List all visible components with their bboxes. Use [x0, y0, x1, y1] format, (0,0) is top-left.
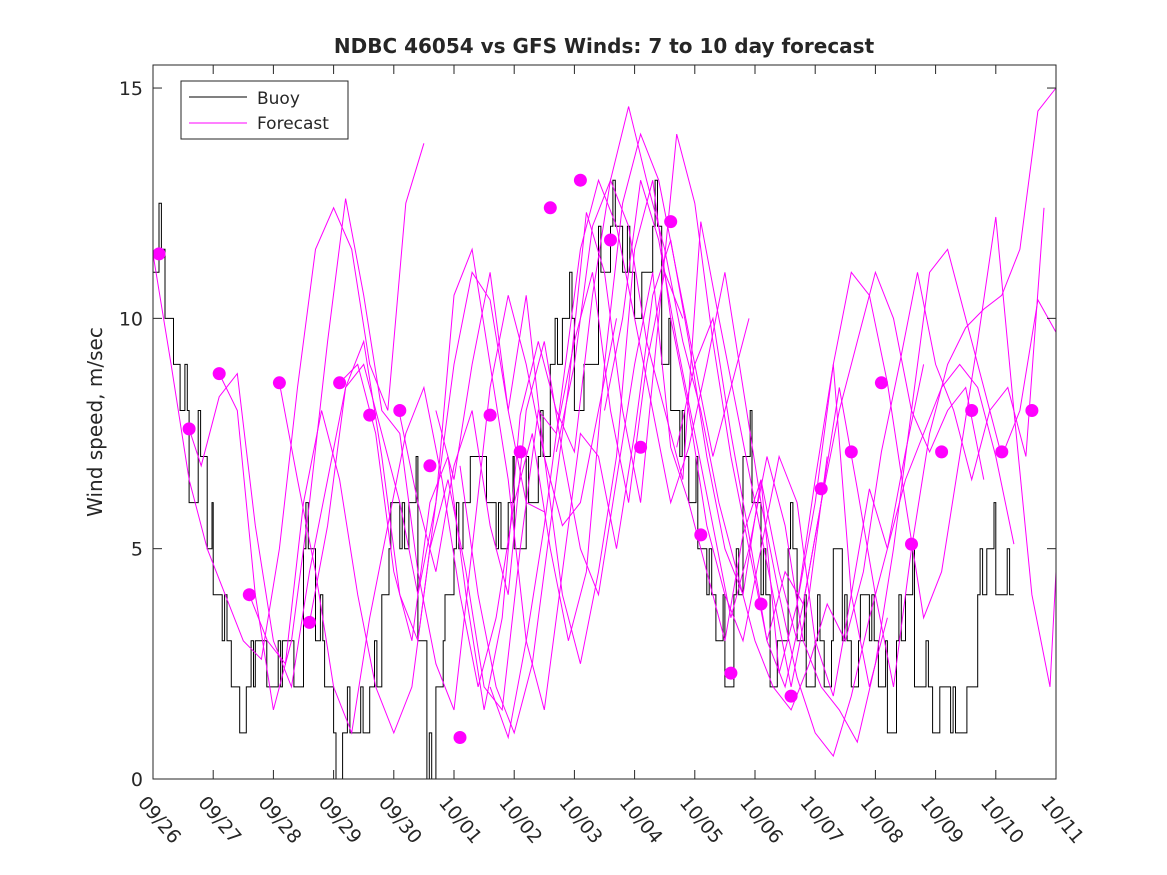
forecast-line-1 [152, 143, 425, 661]
y-tick-label: 5 [131, 539, 143, 561]
forecast-line-13 [604, 180, 1057, 744]
forecast-line-12 [555, 106, 1045, 711]
forecast-marker [694, 528, 708, 542]
legend-forecast-label: Forecast [257, 114, 329, 134]
forecast-marker [393, 404, 407, 417]
axes-box [153, 65, 1056, 779]
forecast-marker [604, 233, 617, 247]
forecast-markers [152, 173, 1039, 744]
forecast-marker [664, 215, 678, 229]
x-tick-label: 10/07 [795, 792, 847, 848]
legend-box [180, 80, 349, 140]
forecast-marker [242, 588, 256, 602]
forecast-marker [303, 615, 316, 629]
forecast-marker [634, 440, 648, 454]
x-tick-label: 09/29 [314, 792, 366, 848]
forecast-marker [543, 201, 557, 215]
forecast-marker [182, 422, 196, 436]
forecast-marker [363, 408, 377, 422]
forecast-marker [483, 408, 497, 422]
forecast-marker [905, 537, 918, 551]
forecast-marker [965, 404, 979, 417]
chart-title: NDBC 46054 vs GFS Winds: 7 to 10 day for… [334, 34, 875, 58]
forecast-marker [874, 376, 888, 390]
buoy-series [153, 179, 1014, 780]
x-tick-label: 10/09 [916, 792, 968, 848]
forecast-marker [935, 445, 949, 459]
forecast-marker [212, 367, 226, 381]
x-tick-label: 10/10 [976, 792, 1028, 848]
x-tick-label: 10/06 [735, 792, 787, 848]
x-tick-label: 09/30 [374, 792, 426, 848]
forecast-marker [995, 445, 1009, 459]
x-tick-label: 10/02 [494, 792, 546, 848]
forecast-line-10 [459, 133, 985, 735]
x-tick-label: 10/11 [1036, 792, 1088, 848]
forecast-marker [754, 597, 768, 611]
forecast-marker [513, 445, 527, 459]
forecast-marker [844, 445, 858, 459]
x-tick-label: 10/05 [675, 792, 727, 848]
forecast-line-14 [676, 87, 1057, 687]
forecast-marker [423, 459, 437, 473]
forecast-marker [453, 731, 467, 744]
forecast-line-15 [796, 216, 1057, 687]
x-tick-label: 10/03 [555, 792, 607, 848]
x-tick-label: 10/01 [434, 792, 486, 848]
forecast-series-group [152, 87, 1057, 758]
x-tick-label: 09/28 [254, 792, 306, 848]
forecast-line-11 [489, 178, 1015, 758]
forecast-line-2 [188, 270, 545, 689]
forecast-line-8 [399, 272, 888, 688]
forecast-marker [814, 482, 828, 496]
forecast-marker [573, 173, 587, 187]
plot-area [152, 64, 1057, 780]
forecast-line-9 [435, 180, 925, 697]
forecast-line-6 [309, 239, 798, 711]
legend: Buoy Forecast [180, 80, 349, 140]
y-axis-label: Wind speed, m/sec [83, 327, 107, 517]
x-tick-label: 09/27 [193, 792, 245, 848]
y-axis: 0 5 10 15 [119, 78, 1056, 791]
forecast-marker [272, 376, 286, 390]
x-tick-label: 10/08 [856, 792, 908, 848]
legend-buoy-label: Buoy [257, 89, 300, 109]
forecast-marker [333, 376, 347, 390]
x-tick-label: 10/04 [615, 792, 667, 848]
axes-frame [152, 64, 1057, 780]
forecast-marker [152, 247, 166, 261]
buoy-line [153, 179, 1014, 780]
y-tick-label: 15 [119, 78, 143, 100]
forecast-marker [1025, 404, 1039, 417]
forecast-marker [724, 666, 738, 680]
y-tick-label: 0 [131, 769, 143, 791]
forecast-marker [784, 689, 798, 703]
y-tick-label: 10 [119, 308, 143, 330]
x-tick-label: 09/26 [133, 792, 185, 848]
forecast-line-4 [248, 270, 684, 735]
forecast-line-7 [339, 178, 828, 710]
